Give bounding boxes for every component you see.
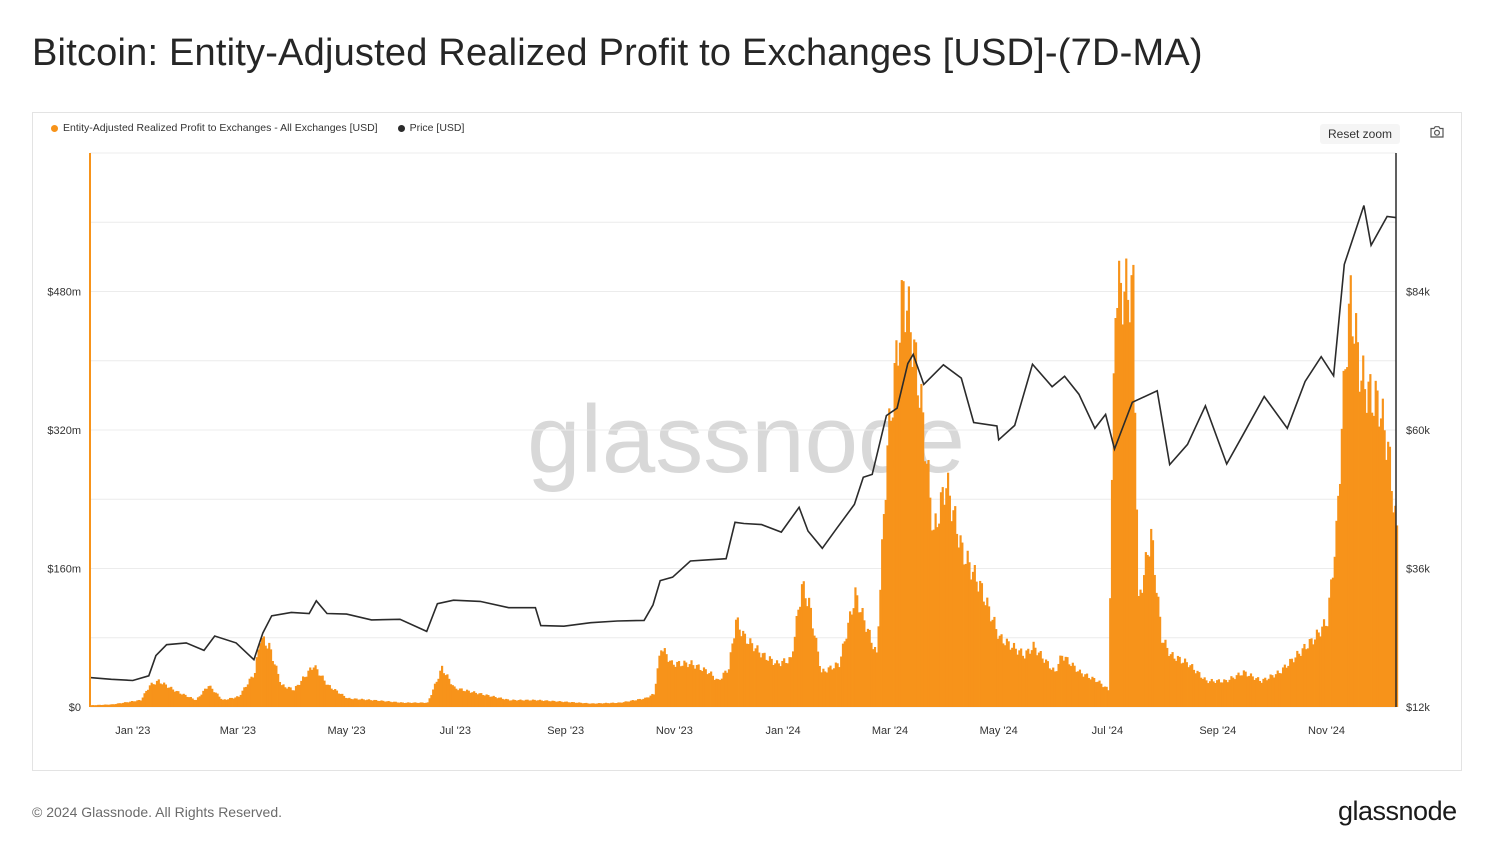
legend: Entity-Adjusted Realized Profit to Excha… <box>51 122 464 134</box>
legend-item-price[interactable]: Price [USD] <box>397 122 465 134</box>
chart-panel: Entity-Adjusted Realized Profit to Excha… <box>32 112 1462 771</box>
footer-copyright: © 2024 Glassnode. All Rights Reserved. <box>32 804 283 820</box>
legend-price-swatch <box>397 124 405 132</box>
page-title: Bitcoin: Entity-Adjusted Realized Profit… <box>32 32 1203 74</box>
legend-price-label: Price [USD] <box>409 122 465 134</box>
legend-item-profit[interactable]: Entity-Adjusted Realized Profit to Excha… <box>51 122 378 134</box>
reset-zoom-button[interactable]: Reset zoom <box>1320 124 1401 144</box>
camera-icon[interactable] <box>1429 125 1445 139</box>
footer-logo: glassnode <box>1338 796 1457 826</box>
legend-profit-swatch <box>51 124 58 132</box>
legend-profit-label: Entity-Adjusted Realized Profit to Excha… <box>63 122 378 134</box>
